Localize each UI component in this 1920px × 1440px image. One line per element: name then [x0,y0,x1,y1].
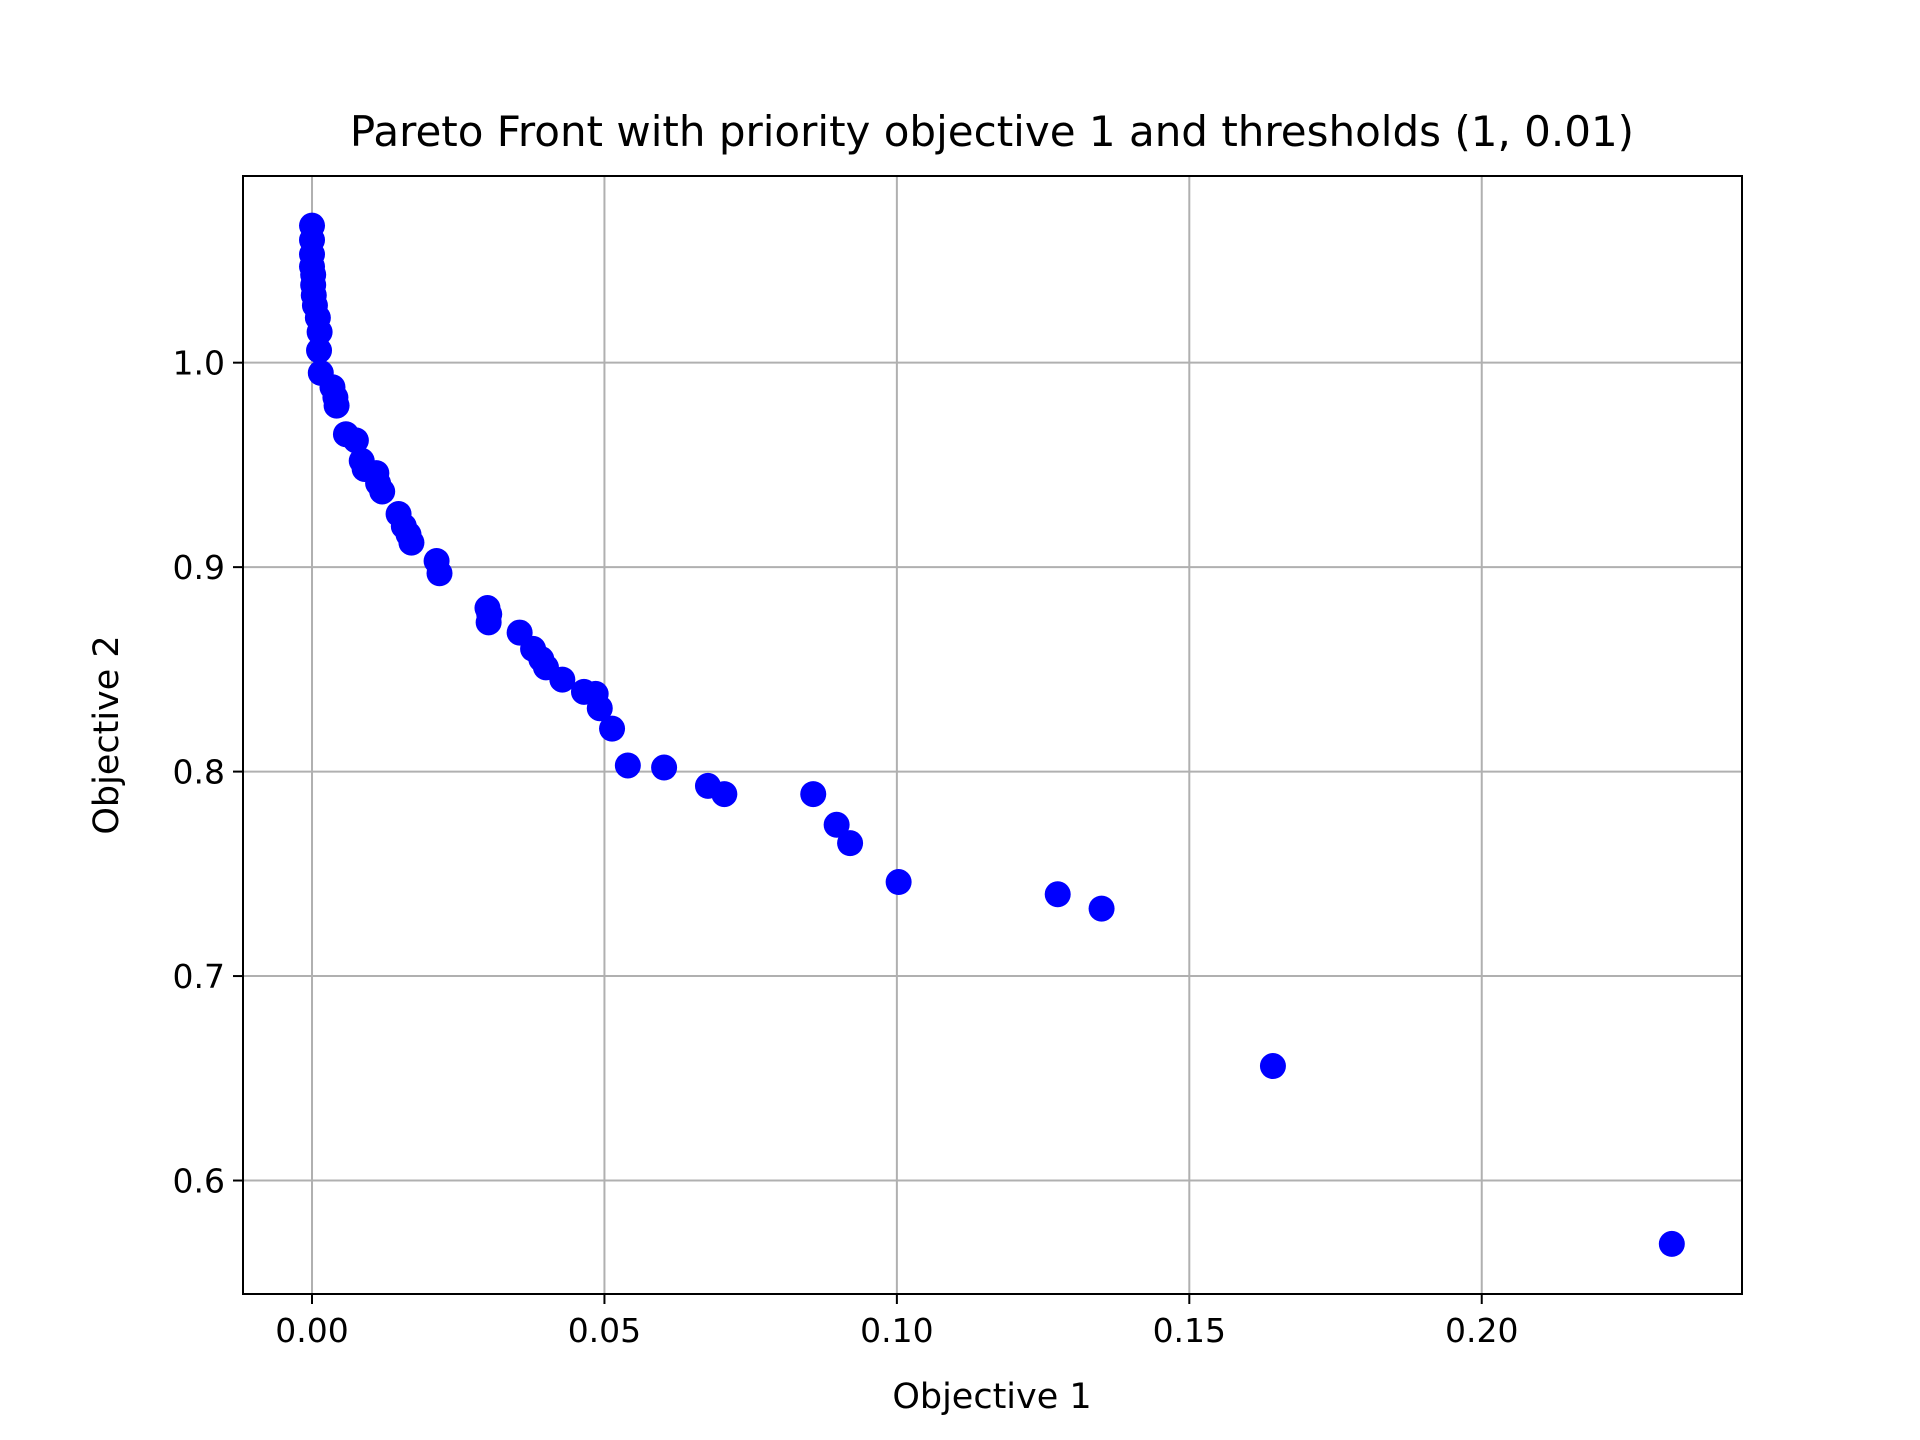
x-axis-label: Objective 1 [892,1377,1091,1417]
data-point [398,529,425,556]
data-point [885,869,912,896]
data-point [426,560,453,587]
y-axis-label: Objective 2 [87,635,127,834]
data-point [823,811,850,838]
data-point [614,752,641,779]
data-point [711,781,738,808]
data-point [1088,895,1115,922]
data-point [651,754,678,781]
x-tick-label: 0.15 [1153,1311,1226,1350]
data-point [323,392,350,419]
x-tick-label: 0.05 [568,1311,641,1350]
data-point [1044,881,1071,908]
x-tick-label: 0.00 [275,1311,348,1350]
y-tick-label: 0.8 [173,753,225,792]
chart-title: Pareto Front with priority objective 1 a… [350,107,1634,156]
y-tick-label: 1.0 [173,344,225,383]
grid-lines [243,176,1742,1294]
y-axis-ticks: 0.6 0.7 0.8 0.9 1.0 [173,344,243,1201]
data-point [800,781,827,808]
x-axis-ticks: 0.00 0.05 0.10 0.15 0.20 [275,1294,1518,1350]
data-point [599,715,626,742]
data-point [475,609,502,636]
data-point [1658,1230,1685,1257]
data-point [1259,1053,1286,1080]
data-point [342,427,369,454]
y-tick-label: 0.6 [173,1162,225,1201]
y-tick-label: 0.7 [173,957,225,996]
data-point [837,830,864,857]
data-point [306,337,333,364]
plot-area-frame [242,175,1743,1295]
data-point [369,478,396,505]
data-points [299,212,1685,1257]
data-point [549,666,576,693]
data-point [306,319,333,346]
y-tick-label: 0.9 [173,548,225,587]
data-point [586,695,613,722]
x-tick-label: 0.20 [1445,1311,1518,1350]
x-tick-label: 0.10 [860,1311,933,1350]
